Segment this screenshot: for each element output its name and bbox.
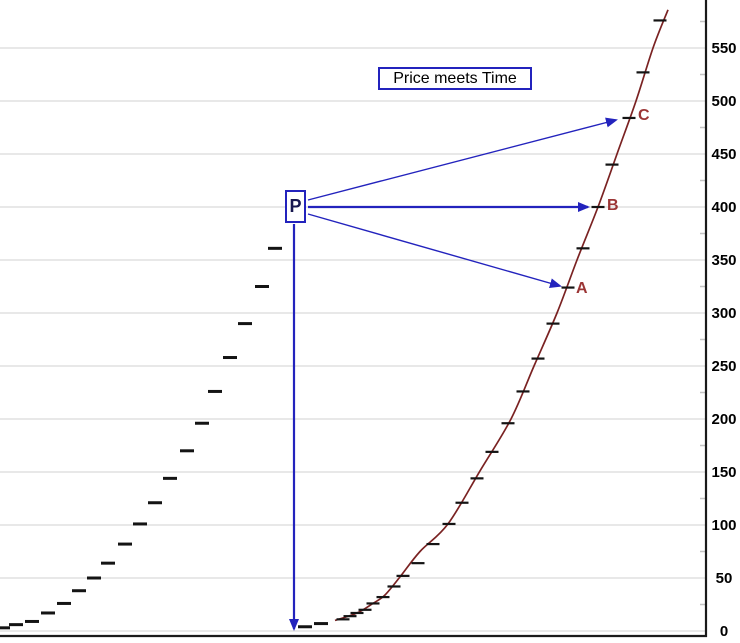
- y-tick-label-400: 400: [711, 199, 736, 216]
- gridlines-layer: [0, 20, 706, 632]
- y-axis-labels: 0 50 100 150 200 250 300 350 400 450 500 550: [711, 40, 736, 640]
- arrows-layer: [289, 117, 618, 631]
- series-layer: [0, 9, 669, 630]
- y-tick-label-250: 250: [711, 358, 736, 375]
- target-label-c[interactable]: C: [638, 107, 650, 124]
- y-axis: [0, 0, 708, 638]
- target-label-a[interactable]: A: [576, 280, 588, 297]
- y-tick-label-450: 450: [711, 146, 736, 163]
- p-marker-label: P: [289, 196, 302, 216]
- y-tick-label-500: 500: [711, 93, 736, 110]
- arrow-p-to-a[interactable]: [307, 213, 562, 289]
- y-tick-label-50: 50: [716, 570, 733, 587]
- arrow-p-to-c[interactable]: [307, 117, 618, 201]
- y-tick-label-200: 200: [711, 411, 736, 428]
- p-marker-annotation[interactable]: P: [285, 190, 306, 223]
- target-label-b[interactable]: B: [607, 197, 619, 214]
- y-tick-label-150: 150: [711, 464, 736, 481]
- price-meets-time-label: Price meets Time: [393, 69, 517, 87]
- y-tick-label-0: 0: [720, 623, 728, 640]
- y-tick-label-300: 300: [711, 305, 736, 322]
- y-tick-label-350: 350: [711, 252, 736, 269]
- y-tick-label-550: 550: [711, 40, 736, 57]
- y-tick-label-100: 100: [711, 517, 736, 534]
- price-meets-time-annotation[interactable]: Price meets Time: [378, 67, 532, 90]
